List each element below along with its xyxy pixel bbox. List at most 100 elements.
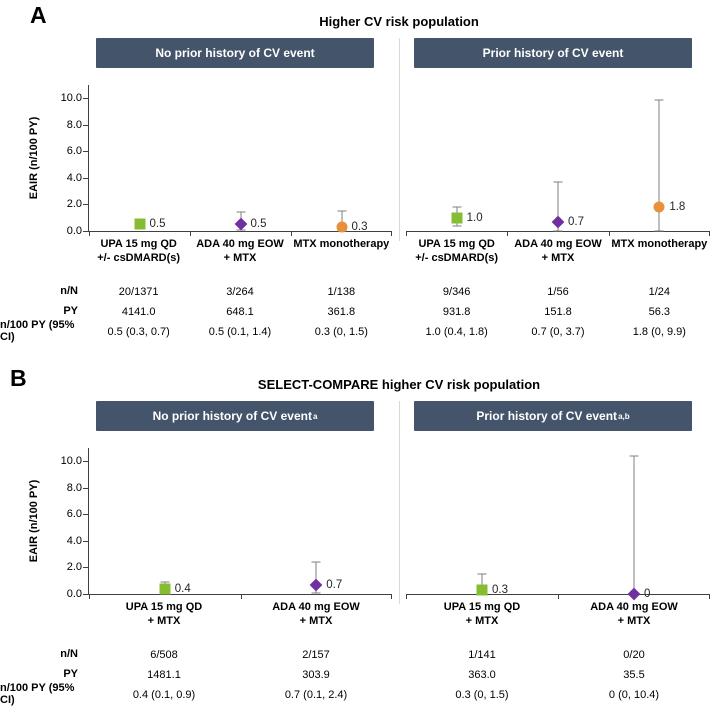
- plot-area: 0.4 0.7: [83, 448, 392, 599]
- data-table: 1/141 0/20 363.0 35.5 0.3 (0, 1.5) 0 (0, 10.4…: [406, 645, 710, 705]
- panel-b-title: SELECT-COMPARE higher CV risk population: [257, 377, 541, 392]
- y-axis-tick: [83, 594, 88, 595]
- table-cell: 6/508: [150, 649, 178, 661]
- table-cell: 0/20: [623, 649, 645, 661]
- table-cell: 2/157: [302, 649, 330, 661]
- y-axis-tick: [83, 177, 88, 179]
- x-axis-tick: [391, 594, 392, 599]
- panel-b-body: EAIR (n/100 PY) 0.0 2.0 4.0 6.0 8.0 10.0 n/N PY n…: [0, 401, 716, 706]
- error-bar-cap: [160, 581, 170, 583]
- category-label: ADA 40 mg EOW + MTX: [272, 601, 360, 627]
- table-cell: 0.7 (0, 3.7): [531, 326, 585, 338]
- error-bar: [633, 455, 635, 594]
- subplot-divider: [392, 401, 406, 705]
- row-label: PY: [63, 668, 78, 680]
- category-labels: UPA 15 mg QD + MTX ADA 40 mg EOW + MTX: [88, 601, 392, 635]
- y-axis-tick: [83, 151, 88, 153]
- x-axis-tick: [240, 594, 242, 599]
- data-table: 6/508 2/157 1481.1 303.9 0.4 (0.1, 0.9) 0.7 (…: [88, 645, 392, 705]
- row-label: n/100 PY (95% CI): [0, 319, 75, 343]
- table-row: 931.8 151.8 56.3: [406, 302, 710, 322]
- table-cell: 1/141: [468, 649, 496, 661]
- category-label: UPA 15 mg QD + MTX: [125, 601, 203, 627]
- table-cell: 1.8 (0, 9.9): [632, 326, 686, 338]
- table-cell: 20/1371: [118, 286, 159, 298]
- plot-area: 1.0 0.7 1.8: [406, 85, 710, 236]
- plot-area: 0.3 0: [406, 448, 710, 601]
- error-bar: [658, 99, 660, 231]
- error-bar-cap: [337, 210, 346, 212]
- table-row-labels: n/N PY n/100 PY (95% CI): [0, 644, 88, 706]
- category-label: ADA 40 mg EOW + MTX: [196, 238, 284, 264]
- table-cell: 1/56: [547, 286, 569, 298]
- y-axis-tick: [83, 461, 88, 463]
- error-bar-cap: [629, 455, 639, 457]
- table-row: 6/508 2/157: [88, 645, 392, 665]
- row-label: n/100 PY (95% CI): [0, 682, 75, 706]
- x-axis-tick: [608, 231, 610, 236]
- y-tick-label: 6.0: [66, 508, 82, 521]
- category-label: UPA 15 mg QD +/- csDMARD(s): [97, 238, 181, 264]
- y-axis-area: EAIR (n/100 PY) 0.0 2.0 4.0 6.0 8.0 10.0: [0, 448, 88, 600]
- x-axis-tick: [391, 231, 392, 236]
- value-label: 0.3: [492, 584, 508, 597]
- table-cell: 0.3 (0, 1.5): [314, 326, 368, 338]
- y-tick-label: 10.0: [60, 92, 82, 105]
- y-axis-tick: [83, 514, 88, 516]
- error-bar: [341, 211, 342, 231]
- table-cell: 4141.0: [121, 306, 156, 318]
- data-table: 20/1371 3/264 1/138 4141.0 648.1 361.8 0.5 (0.…: [88, 282, 392, 342]
- error-bar: [481, 574, 483, 594]
- table-row: 0.5 (0.3, 0.7) 0.5 (0.1, 1.4) 0.3 (0, 1.5): [88, 322, 392, 342]
- value-label: 1.8: [669, 201, 686, 214]
- panel-a-body: EAIR (n/100 PY) 0.0 2.0 4.0 6.0 8.0 10.0 n/N PY n…: [0, 38, 716, 343]
- category-label: ADA 40 mg EOW + MTX: [514, 238, 602, 264]
- plot-area: 0.5 0.5 0.3: [83, 85, 392, 236]
- table-row: 4141.0 648.1 361.8: [88, 302, 392, 322]
- y-tick-label: 2.0: [66, 198, 82, 211]
- gutter-xlabel-spacer: [0, 231, 88, 271]
- error-bar-cap: [654, 230, 664, 232]
- table-cell: 1.0 (0.4, 1.8): [425, 326, 488, 338]
- table-cell: 151.8: [544, 306, 572, 318]
- y-axis-area: EAIR (n/100 PY) 0.0 2.0 4.0 6.0 8.0 10.0: [0, 85, 88, 237]
- y-tick-label: 6.0: [66, 145, 82, 158]
- row-label: PY: [63, 305, 78, 317]
- subplot-B-1: Prior history of CV event a,b 0.3 0 UPA 15 m…: [406, 401, 710, 705]
- subplot-header-label: No prior history of CV event: [155, 46, 315, 60]
- y-axis-tick: [83, 567, 88, 569]
- table-row: 1481.1 303.9: [88, 665, 392, 685]
- category-label: UPA 15 mg QD + MTX: [443, 601, 521, 627]
- subplot-header: No prior history of CV event a: [96, 401, 374, 431]
- x-axis-tick: [89, 231, 90, 236]
- error-bar-cap: [452, 206, 462, 208]
- y-tick-label: 10.0: [60, 455, 82, 468]
- y-axis-tick: [83, 231, 88, 232]
- table-cell: 648.1: [226, 306, 254, 318]
- x-axis-tick: [406, 594, 407, 599]
- table-cell: 303.9: [302, 669, 330, 681]
- subplot-B-0: No prior history of CV event a 0.4 0.7 UPA 1…: [83, 401, 392, 705]
- x-axis-tick: [189, 231, 191, 236]
- table-cell: 0.3 (0, 1.5): [455, 689, 509, 701]
- subplot-header-superscript: a: [312, 411, 318, 421]
- x-axis-tick: [709, 231, 710, 236]
- y-axis-tick: [83, 487, 88, 489]
- table-cell: 0.7 (0.1, 2.4): [284, 689, 348, 701]
- y-tick-label: 0.0: [66, 225, 82, 237]
- table-cell: 1/24: [648, 286, 671, 298]
- value-label: 0: [644, 588, 651, 600]
- gutter-header-spacer: [0, 38, 88, 68]
- y-axis-tick: [83, 124, 88, 126]
- subplot-A-0: No prior history of CV event 0.5 0.5 0.3 UPA…: [83, 38, 392, 342]
- y-axis-title: EAIR (n/100 PY): [28, 479, 40, 563]
- table-cell: 9/346: [442, 286, 471, 298]
- value-label: 0.5: [149, 218, 166, 231]
- category-label: MTX monotherapy: [293, 238, 390, 250]
- subplot-header-label: Prior history of CV event: [476, 409, 618, 423]
- panel-a-title: Higher CV risk population: [319, 14, 479, 29]
- divider-line: [399, 401, 400, 604]
- y-axis-gutter: EAIR (n/100 PY) 0.0 2.0 4.0 6.0 8.0 10.0 n/N PY n…: [0, 38, 88, 343]
- square-marker: [159, 583, 171, 595]
- y-tick-label: 8.0: [66, 481, 82, 494]
